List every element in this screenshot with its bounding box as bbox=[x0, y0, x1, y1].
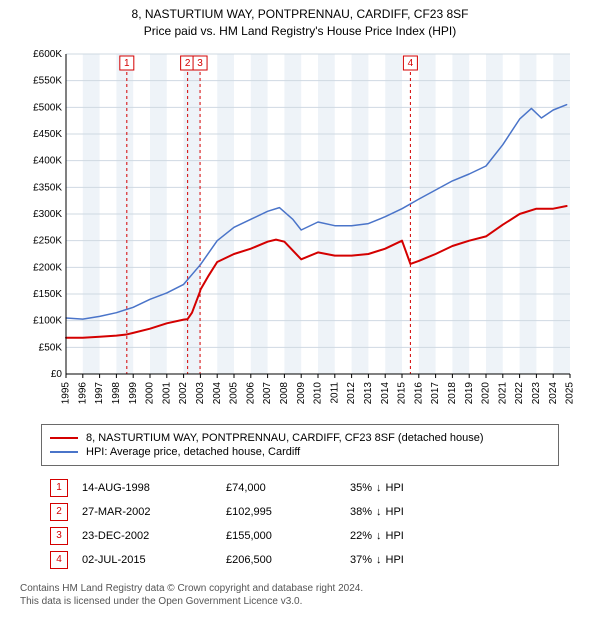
svg-text:£0: £0 bbox=[51, 369, 63, 380]
svg-text:2024: 2024 bbox=[548, 381, 559, 404]
svg-text:£100K: £100K bbox=[33, 315, 62, 326]
title-line-1: 8, NASTURTIUM WAY, PONTPRENNAU, CARDIFF,… bbox=[0, 6, 600, 23]
footer-line-1: Contains HM Land Registry data © Crown c… bbox=[20, 582, 580, 596]
footer-line-2: This data is licensed under the Open Gov… bbox=[20, 595, 580, 609]
transaction-price: £74,000 bbox=[226, 482, 336, 494]
transaction-marker: 1 bbox=[50, 479, 68, 497]
table-row: 3 23-DEC-2002 £155,000 22% ↓ HPI bbox=[50, 524, 550, 548]
svg-text:2009: 2009 bbox=[296, 381, 307, 404]
svg-text:2012: 2012 bbox=[346, 381, 357, 404]
svg-text:2000: 2000 bbox=[145, 381, 156, 404]
transaction-hpi: 22% ↓ HPI bbox=[350, 530, 460, 542]
legend: 8, NASTURTIUM WAY, PONTPRENNAU, CARDIFF,… bbox=[41, 424, 559, 466]
svg-text:1996: 1996 bbox=[77, 381, 88, 404]
transaction-marker: 3 bbox=[50, 527, 68, 545]
svg-text:£500K: £500K bbox=[33, 102, 62, 113]
arrow-down-icon: ↓ bbox=[376, 554, 382, 566]
transaction-price: £155,000 bbox=[226, 530, 336, 542]
svg-text:2014: 2014 bbox=[380, 381, 391, 404]
svg-text:2020: 2020 bbox=[481, 381, 492, 404]
svg-text:2013: 2013 bbox=[363, 381, 374, 404]
svg-text:2003: 2003 bbox=[195, 381, 206, 404]
arrow-down-icon: ↓ bbox=[376, 506, 382, 518]
svg-text:2017: 2017 bbox=[430, 381, 441, 404]
svg-text:2019: 2019 bbox=[464, 381, 475, 404]
transaction-date: 23-DEC-2002 bbox=[82, 530, 212, 542]
transactions-table: 1 14-AUG-1998 £74,000 35% ↓ HPI 2 27-MAR-2002 £1… bbox=[50, 476, 550, 572]
svg-text:3: 3 bbox=[197, 58, 203, 69]
svg-text:2006: 2006 bbox=[245, 381, 256, 404]
transaction-hpi: 35% ↓ HPI bbox=[350, 482, 460, 494]
hpi-percent: 35% bbox=[350, 482, 372, 494]
svg-text:4: 4 bbox=[408, 58, 414, 69]
svg-text:£300K: £300K bbox=[33, 209, 62, 220]
svg-text:2: 2 bbox=[185, 58, 191, 69]
svg-text:2004: 2004 bbox=[212, 381, 223, 404]
svg-text:2008: 2008 bbox=[279, 381, 290, 404]
svg-text:1995: 1995 bbox=[61, 381, 72, 404]
chart-area: £0 £50K £100K £150K £200K £250K £300K £350K £400… bbox=[20, 46, 580, 416]
svg-text:£450K: £450K bbox=[33, 129, 62, 140]
svg-text:2023: 2023 bbox=[531, 381, 542, 404]
svg-text:1997: 1997 bbox=[94, 381, 105, 404]
price-chart: £0 £50K £100K £150K £200K £250K £300K £350K £400… bbox=[20, 46, 580, 416]
svg-text:£400K: £400K bbox=[33, 155, 62, 166]
svg-text:2015: 2015 bbox=[397, 381, 408, 404]
svg-text:£550K: £550K bbox=[33, 75, 62, 86]
hpi-percent: 22% bbox=[350, 530, 372, 542]
svg-text:2016: 2016 bbox=[413, 381, 424, 404]
hpi-label: HPI bbox=[386, 482, 404, 494]
title-line-2: Price paid vs. HM Land Registry's House … bbox=[0, 23, 600, 40]
hpi-label: HPI bbox=[386, 554, 404, 566]
hpi-label: HPI bbox=[386, 506, 404, 518]
transaction-hpi: 38% ↓ HPI bbox=[350, 506, 460, 518]
legend-swatch bbox=[50, 451, 78, 453]
svg-text:2005: 2005 bbox=[229, 381, 240, 404]
svg-text:2001: 2001 bbox=[161, 381, 172, 404]
svg-text:£250K: £250K bbox=[33, 235, 62, 246]
table-row: 2 27-MAR-2002 £102,995 38% ↓ HPI bbox=[50, 500, 550, 524]
transaction-date: 02-JUL-2015 bbox=[82, 554, 212, 566]
svg-text:2010: 2010 bbox=[313, 381, 324, 404]
svg-text:2018: 2018 bbox=[447, 381, 458, 404]
transaction-price: £206,500 bbox=[226, 554, 336, 566]
svg-text:1: 1 bbox=[124, 58, 130, 69]
svg-text:£200K: £200K bbox=[33, 262, 62, 273]
svg-text:2022: 2022 bbox=[514, 381, 525, 404]
transaction-date: 14-AUG-1998 bbox=[82, 482, 212, 494]
hpi-percent: 37% bbox=[350, 554, 372, 566]
hpi-percent: 38% bbox=[350, 506, 372, 518]
transaction-price: £102,995 bbox=[226, 506, 336, 518]
svg-text:2007: 2007 bbox=[262, 381, 273, 404]
svg-text:£150K: £150K bbox=[33, 289, 62, 300]
svg-text:2025: 2025 bbox=[565, 381, 576, 404]
legend-label: 8, NASTURTIUM WAY, PONTPRENNAU, CARDIFF,… bbox=[86, 432, 484, 444]
svg-text:£350K: £350K bbox=[33, 182, 62, 193]
table-row: 1 14-AUG-1998 £74,000 35% ↓ HPI bbox=[50, 476, 550, 500]
svg-text:1998: 1998 bbox=[111, 381, 122, 404]
legend-label: HPI: Average price, detached house, Card… bbox=[86, 446, 300, 458]
transaction-marker: 4 bbox=[50, 551, 68, 569]
hpi-label: HPI bbox=[386, 530, 404, 542]
legend-item: 8, NASTURTIUM WAY, PONTPRENNAU, CARDIFF,… bbox=[50, 431, 550, 445]
svg-text:2011: 2011 bbox=[329, 381, 340, 403]
footer-attribution: Contains HM Land Registry data © Crown c… bbox=[20, 582, 580, 609]
chart-title: 8, NASTURTIUM WAY, PONTPRENNAU, CARDIFF,… bbox=[0, 0, 600, 40]
svg-text:£50K: £50K bbox=[39, 342, 63, 353]
svg-text:1999: 1999 bbox=[128, 381, 139, 404]
table-row: 4 02-JUL-2015 £206,500 37% ↓ HPI bbox=[50, 548, 550, 572]
transaction-hpi: 37% ↓ HPI bbox=[350, 554, 460, 566]
transaction-marker: 2 bbox=[50, 503, 68, 521]
transaction-date: 27-MAR-2002 bbox=[82, 506, 212, 518]
arrow-down-icon: ↓ bbox=[376, 530, 382, 542]
svg-text:£600K: £600K bbox=[33, 49, 62, 60]
legend-swatch bbox=[50, 437, 78, 439]
svg-text:2021: 2021 bbox=[497, 381, 508, 404]
legend-item: HPI: Average price, detached house, Card… bbox=[50, 445, 550, 459]
arrow-down-icon: ↓ bbox=[376, 482, 382, 494]
svg-text:2002: 2002 bbox=[178, 381, 189, 404]
